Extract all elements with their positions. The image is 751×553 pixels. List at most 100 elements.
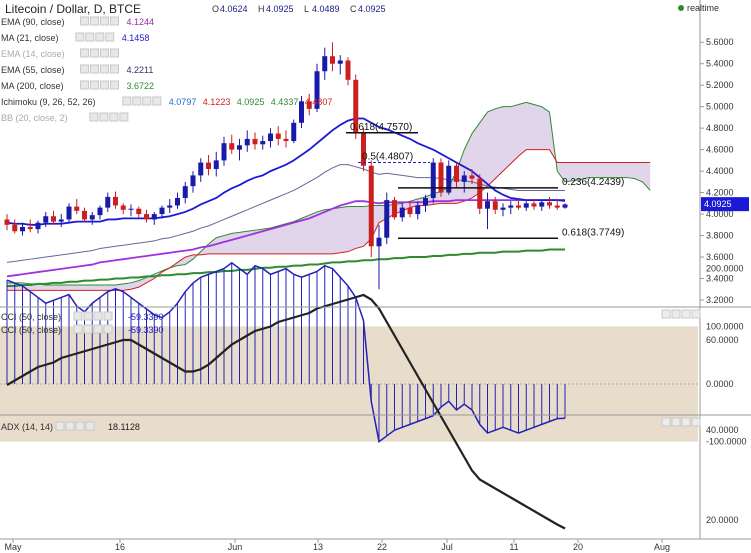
x-tick-label: 11 — [509, 542, 518, 552]
legend-control-button[interactable] — [103, 324, 113, 334]
candle-down — [368, 165, 374, 247]
legend-control-button[interactable] — [90, 80, 99, 90]
legend-label: EMA (14, close) — [1, 49, 65, 59]
legend-control-button[interactable] — [90, 16, 99, 26]
legend-control-button[interactable] — [100, 16, 109, 26]
price-pane[interactable]: 0.618(4.7570) 0.5(4.4807) 0.236(4.2439) 0.6… — [4, 42, 651, 291]
x-tick-label: 13 — [313, 542, 323, 552]
legend-control-button[interactable] — [90, 64, 99, 74]
legend-control-button[interactable] — [110, 80, 119, 90]
realtime-dot — [678, 5, 684, 11]
pane-control-button[interactable] — [671, 417, 681, 427]
legend-control-button[interactable] — [85, 421, 95, 431]
legend-control-button[interactable] — [73, 324, 83, 334]
candle-down — [120, 205, 126, 210]
cci-pane[interactable] — [0, 261, 698, 444]
legend-control-button[interactable] — [80, 16, 89, 26]
candle-down — [554, 205, 560, 208]
adx-legend-value: 18.1128 — [108, 422, 140, 432]
legend-label: EMA (55, close) — [1, 65, 65, 75]
candle-down — [51, 216, 56, 222]
pane-control-button[interactable] — [691, 417, 701, 427]
pane-control-button[interactable] — [661, 417, 671, 427]
legend-control-button[interactable] — [95, 32, 105, 42]
candle-down — [144, 214, 149, 220]
legend-control-button[interactable] — [99, 112, 109, 122]
y-tick-label: 5.0000 — [706, 102, 734, 112]
legend-control-button[interactable] — [55, 421, 65, 431]
y-tick-label: 4.8000 — [706, 123, 734, 133]
current-price-label: 4.0925 — [704, 199, 732, 209]
candle-up — [322, 56, 328, 72]
candle-down — [275, 133, 281, 139]
legend-control-button[interactable] — [142, 96, 152, 106]
legend-control-button[interactable] — [93, 311, 103, 321]
candle-up — [337, 60, 343, 64]
legend-control-button[interactable] — [105, 32, 115, 42]
candle-up — [508, 205, 514, 208]
legend-control-button[interactable] — [65, 421, 75, 431]
y-tick-label: 4.2000 — [706, 188, 734, 198]
legend-control-button[interactable] — [93, 324, 103, 334]
legend-control-button[interactable] — [83, 311, 93, 321]
legend-value: 4.4807 — [305, 97, 333, 107]
legend-control-button[interactable] — [103, 311, 113, 321]
legend-control-button[interactable] — [152, 96, 162, 106]
pane-control-button[interactable] — [681, 309, 691, 319]
legend-control-button[interactable] — [90, 48, 99, 58]
legend-control-button[interactable] — [75, 32, 85, 42]
legend-label: Ichimoku (9, 26, 52, 26) — [1, 97, 96, 107]
candle-up — [539, 202, 545, 207]
candle-down — [477, 178, 483, 209]
legend-control-button[interactable] — [110, 16, 119, 26]
legend-control-button[interactable] — [83, 324, 93, 334]
legend-control-button[interactable] — [132, 96, 142, 106]
legend-value: 4.4337 — [271, 97, 299, 107]
candle-up — [221, 143, 227, 161]
legend-control-button[interactable] — [110, 48, 119, 58]
legend-control-button[interactable] — [89, 112, 99, 122]
candle-up — [423, 197, 428, 206]
senkou-span-a-line — [7, 101, 651, 286]
adx-pane[interactable] — [6, 293, 566, 530]
y-tick-label: 3.4000 — [706, 274, 734, 284]
legend-value: 4.0797 — [169, 97, 197, 107]
candle-up — [198, 162, 204, 176]
legend-control-button[interactable] — [80, 64, 89, 74]
y-tick-label: 4.6000 — [706, 145, 734, 155]
legend-control-button[interactable] — [122, 96, 132, 106]
pane-control-button[interactable] — [681, 417, 691, 427]
candle-down — [12, 224, 18, 232]
pane-control-button[interactable] — [661, 309, 671, 319]
cci-y-tick-label: 200.0000 — [706, 264, 744, 274]
ohlc-value: 4.0925 — [266, 4, 294, 14]
legend-control-button[interactable] — [80, 80, 89, 90]
candle-up — [415, 205, 421, 215]
legend-control-button[interactable] — [73, 311, 83, 321]
pane-control-button[interactable] — [691, 309, 701, 319]
legend-control-button[interactable] — [100, 48, 109, 58]
cci-y-tick-label: 100.0000 — [706, 321, 744, 331]
cci-legend-value: -59.3390 — [128, 325, 164, 335]
legend-control-button[interactable] — [80, 48, 89, 58]
legend-control-button[interactable] — [109, 112, 119, 122]
legend-control-button[interactable] — [85, 32, 95, 42]
ohlc-value: 4.0489 — [312, 4, 340, 14]
candle-up — [128, 208, 134, 210]
legend-control-button[interactable] — [100, 80, 109, 90]
candle-up — [159, 207, 165, 215]
fib-level-label: 0.618(3.7749) — [562, 227, 624, 238]
legend-control-button[interactable] — [110, 64, 119, 74]
candle-down — [469, 175, 475, 179]
legend-control-button[interactable] — [75, 421, 85, 431]
legend-control-button[interactable] — [119, 112, 129, 122]
candle-up — [237, 145, 242, 150]
pane-control-button[interactable] — [671, 309, 681, 319]
candle-down — [74, 206, 80, 211]
candle-down — [361, 133, 366, 166]
legend-control-button[interactable] — [100, 64, 109, 74]
ichimoku-cloud — [7, 102, 651, 291]
candle-up — [97, 207, 103, 216]
